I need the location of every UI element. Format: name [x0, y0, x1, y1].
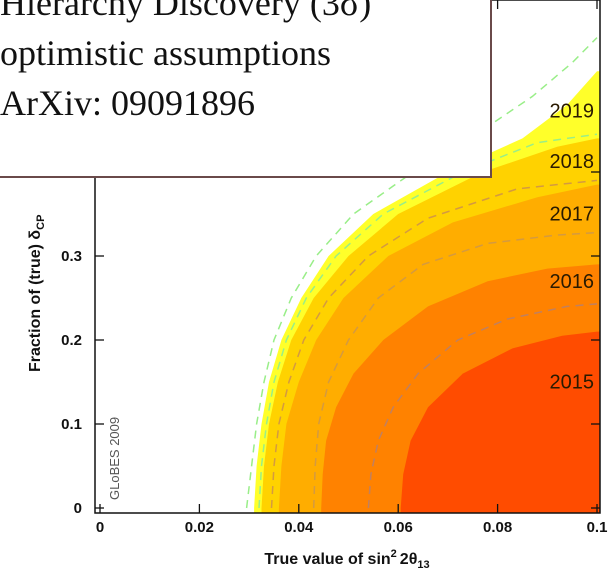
year-label-2016: 2016 [550, 271, 595, 293]
dashed-contour [270, 179, 598, 509]
y-tick-label: 0.1 [61, 416, 82, 433]
x-tick-label: 0.08 [483, 519, 512, 536]
annotation-line-assumptions: optimistic assumptions [0, 33, 332, 73]
x-tick-label: 0.04 [284, 519, 314, 536]
x-tick-label: 0.1 [587, 519, 608, 536]
dashed-contour [367, 303, 598, 509]
year-label-2018: 2018 [550, 151, 595, 173]
year-label-2017: 2017 [550, 204, 595, 226]
dashed-contour [245, 37, 598, 509]
y-tick-label: 0.3 [61, 248, 82, 265]
x-tick-label: 0.02 [185, 519, 214, 536]
annotation-line-hierarchy: Hierarchy Discovery (3σ) [0, 0, 372, 23]
x-tick-label: 0 [96, 519, 104, 536]
dashed-contour [312, 231, 598, 509]
year-labels: 2019 2018 2017 2016 2015 [550, 100, 595, 393]
y-tick-label: 0 [74, 500, 82, 517]
year-label-2019: 2019 [550, 100, 595, 122]
x-tick-label: 0.06 [384, 519, 413, 536]
annotation-box: Hierarchy Discovery (3σ) optimistic assu… [0, 0, 492, 178]
x-axis-title: True value of sin2 2θ13 [264, 548, 429, 571]
y-axis-title: Fraction of (true) δCP [27, 215, 47, 372]
annotation-line-arxiv: ArXiv: 09091896 [0, 83, 255, 123]
region-2015 [400, 331, 600, 513]
globes-credit: GLoBES 2009 [107, 417, 122, 500]
year-label-2015: 2015 [550, 372, 595, 394]
y-tick-label: 0.2 [61, 332, 82, 349]
